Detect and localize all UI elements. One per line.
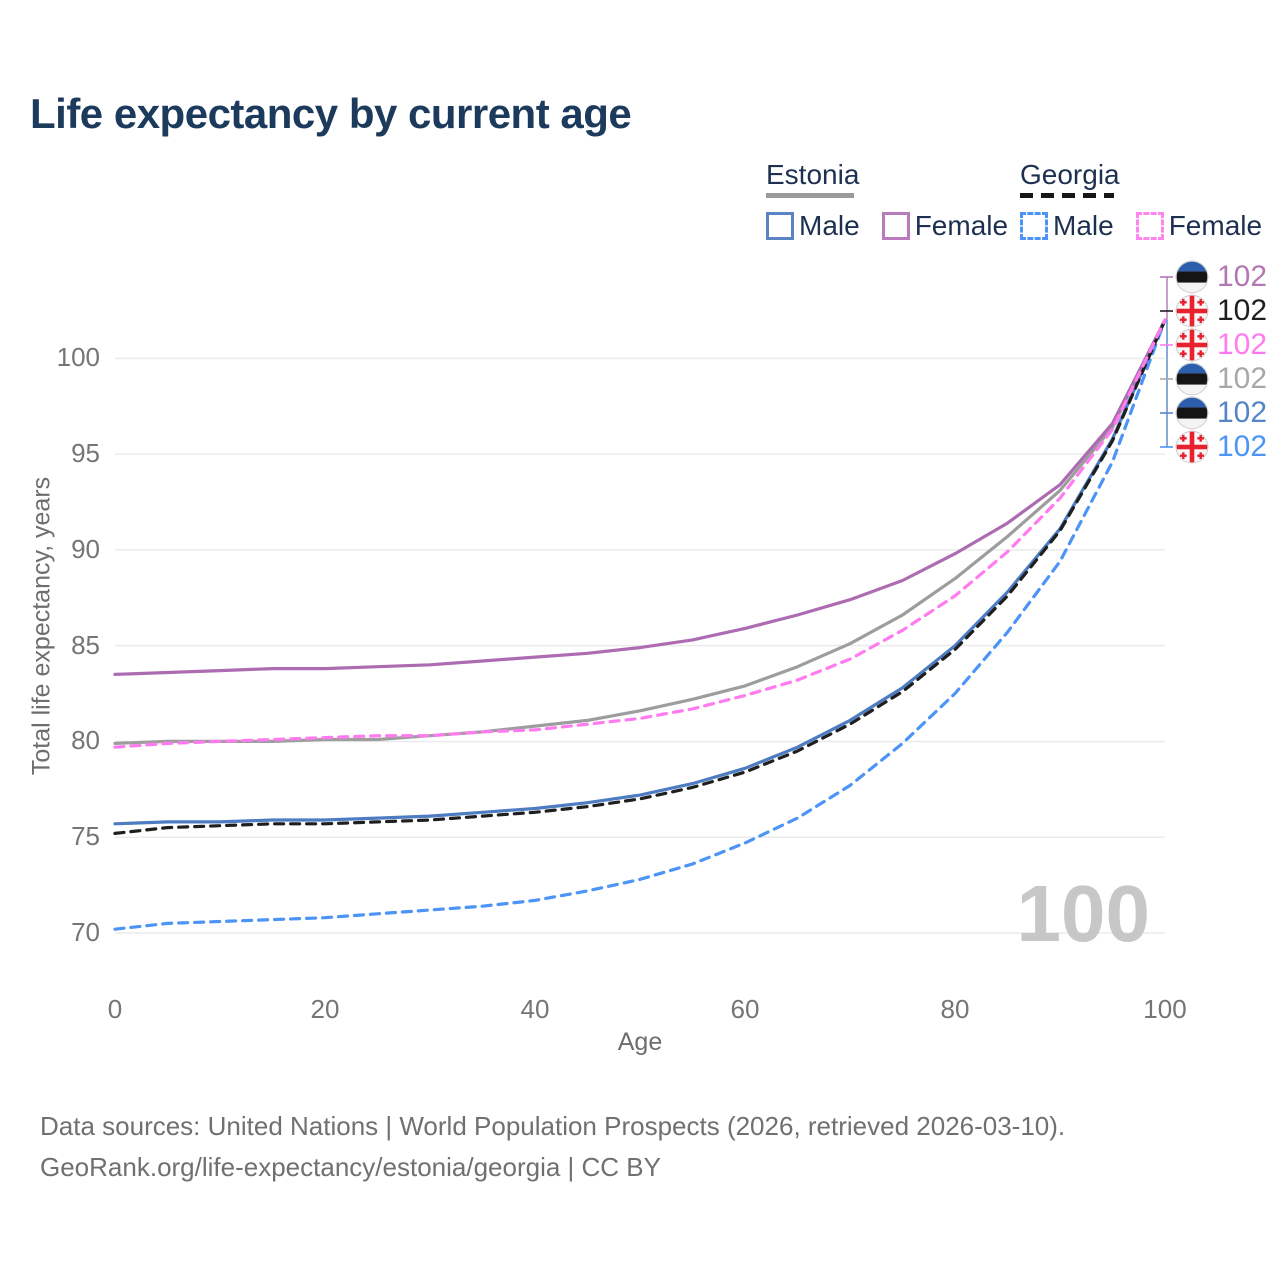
estonia-flag-icon [1175,362,1209,396]
series-line-georgia-female [113,318,1167,749]
y-tick-label: 75 [71,821,100,852]
legend-country-georgia: Georgia [1020,159,1120,190]
legend-item-estonia-female[interactable]: Female [881,210,1009,242]
end-label-row: 102 [1175,396,1267,430]
x-axis-title: Age [617,1028,663,1056]
legend-label-georgia-male: Male [1053,210,1114,241]
estonia-female-swatch-icon [881,212,910,240]
legend-country-estonia: Estonia [766,159,860,190]
page-title: Life expectancy by current age [30,90,632,137]
end-label-row: 102 [1175,260,1267,294]
end-label-leader-lines [1160,276,1173,448]
y-tick-label: 80 [71,725,100,756]
x-tick-label: 0 [107,994,123,1024]
x-tick-label: 80 [940,994,970,1024]
end-label-row: 102 [1175,362,1267,396]
footer-data-sources: Data sources: United Nations | World Pop… [40,1111,1066,1141]
legend-label-georgia-female: Female [1168,210,1263,241]
estonia-male-swatch-icon [766,212,794,240]
gridlines [115,357,1165,934]
legend-label-estonia-male: Male [799,210,860,241]
series-line-estonia-male [113,318,1167,826]
series-line-georgia-male [113,318,1167,931]
y-tick-label: 70 [71,917,100,947]
series-line-estonia-both-sexes [113,318,1167,745]
footer: Data sources: United Nations | World Pop… [40,1106,1065,1188]
legend-linestyle-estonia [766,193,854,198]
x-tick-label: 40 [520,994,550,1024]
legend-group-georgia: Georgia Male Female [1020,160,1262,242]
end-label-row: 102 [1175,294,1267,328]
series-line-estonia-female [113,318,1167,676]
georgia-flag-icon [1175,294,1209,328]
georgia-male-swatch-icon [1020,212,1048,240]
legend-item-georgia-female[interactable]: Female [1135,210,1263,242]
legend-item-estonia-male[interactable]: Male [766,210,860,242]
end-label-row: 102 [1175,430,1267,464]
age-watermark: 100 [1016,869,1150,958]
y-tick-label: 100 [56,342,100,373]
legend-item-georgia-male[interactable]: Male [1020,210,1114,242]
georgia-flag-icon [1175,328,1209,362]
estonia-flag-icon [1175,260,1209,294]
x-tick-label: 20 [310,994,340,1024]
legend-linestyle-georgia [1020,193,1114,198]
legend-group-estonia: Estonia Male Female [766,160,1008,242]
end-label-value: 102 [1217,328,1268,361]
georgia-flag-icon [1175,430,1209,464]
end-label-value: 102 [1217,260,1268,293]
georgia-female-swatch-icon [1135,212,1164,240]
y-axis-title: Total life expectancy, years [27,476,56,776]
end-label-row: 102 [1175,328,1267,362]
x-tick-label: 60 [730,994,760,1024]
legend-label-estonia-female: Female [914,210,1009,241]
end-label-value: 102 [1217,396,1268,429]
end-label-value: 102 [1217,362,1268,395]
footer-attribution: GeoRank.org/life-expectancy/estonia/geor… [40,1152,661,1182]
end-label-value: 102 [1217,430,1268,463]
y-tick-label: 95 [71,438,100,469]
x-tick-label: 100 [1143,994,1187,1024]
series-line-georgia-both-sexes [113,318,1167,835]
y-tick-label: 90 [71,533,100,564]
estonia-flag-icon [1175,396,1209,430]
y-tick-label: 85 [71,629,100,660]
end-label-value: 102 [1217,294,1268,327]
